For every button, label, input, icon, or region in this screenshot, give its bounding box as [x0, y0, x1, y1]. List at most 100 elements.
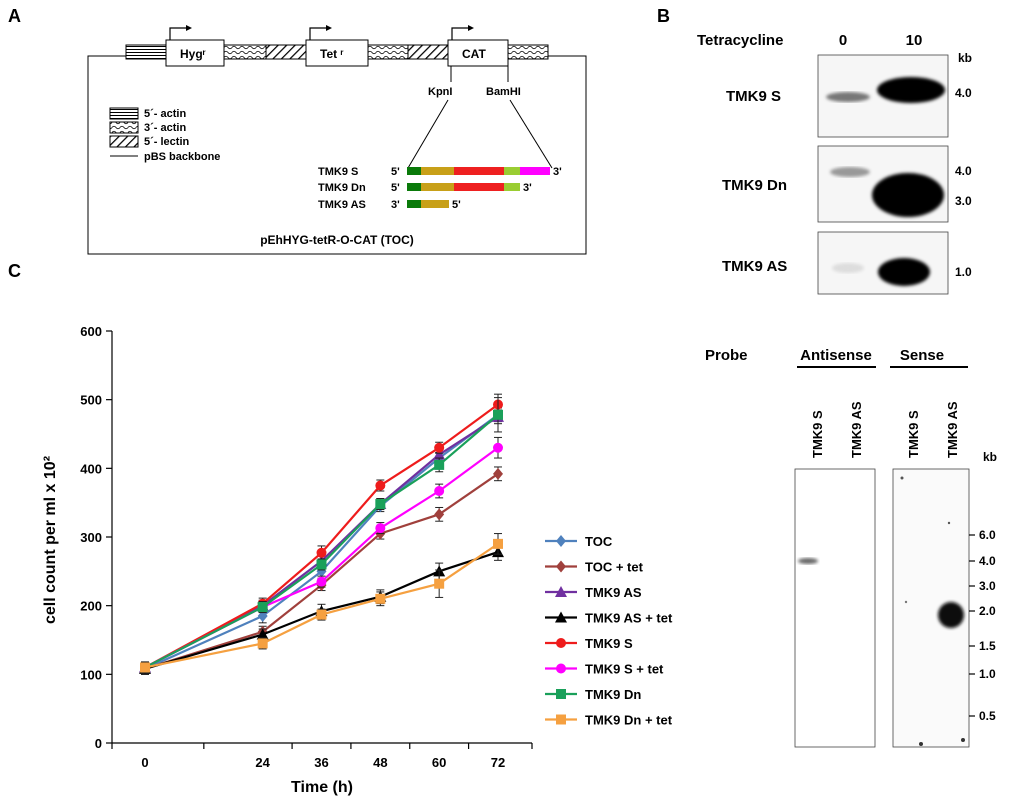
- legend-entry-1: TOC + tet: [545, 560, 644, 575]
- panel-b: B Tetracycline 0 10 kb TMK9 S 4.0 TMK9 D…: [657, 6, 972, 295]
- chart-series: [139, 393, 504, 675]
- legend-label: TMK9 Dn + tet: [585, 713, 673, 728]
- blot-band-as-0: [832, 263, 864, 273]
- data-point: [375, 480, 386, 491]
- plasmid-name: pEhHYG-tetR-O-CAT (TOC): [260, 233, 414, 247]
- segment-5-actin-1: [125, 44, 167, 60]
- legend-marker: [556, 535, 566, 547]
- series-line: [144, 542, 499, 669]
- legend-label: TOC + tet: [585, 560, 644, 575]
- legend-label: TMK9 S: [585, 636, 633, 651]
- lane-label-3: TMK9 S: [906, 410, 921, 458]
- x-tick-label: 36: [314, 755, 328, 770]
- legend-label: TMK9 Dn: [585, 687, 641, 702]
- series-line: [144, 403, 499, 669]
- legend-swatch-5-lectin: [109, 135, 139, 148]
- legend-label-backbone: pBS backbone: [144, 151, 220, 163]
- data-point: [434, 578, 445, 589]
- gene-label-cat: CAT: [462, 47, 486, 61]
- segment-3-actin-2: [367, 44, 409, 60]
- probe-band-antisense: [798, 558, 818, 564]
- construct-left-as: 3': [391, 199, 400, 211]
- promoter-arrow-hyg: [169, 27, 186, 40]
- y-axis-label-base: cell count per ml x 10²: [42, 456, 59, 624]
- legend-entry-0: TOC: [545, 534, 613, 549]
- series-6: [140, 397, 503, 674]
- construct-right-s: 3': [553, 166, 562, 178]
- legend-marker: [555, 611, 567, 623]
- legend-label-5-actin: 5´- actin: [144, 108, 186, 120]
- y-tick-label: 100: [80, 667, 102, 682]
- y-tick-label: 600: [80, 324, 102, 339]
- construct-right-dn: 3': [523, 182, 532, 194]
- size-marker-group: 6.0 4.0 3.0 2.0 1.5 1.0 0.5: [969, 528, 996, 723]
- panel-a: A Hygʳ Tet ʳ CAT KpnI BamHI: [8, 6, 587, 255]
- panel-label-c: C: [8, 261, 21, 281]
- lane-label-1: TMK9 S: [810, 410, 825, 458]
- x-tick-label: 72: [491, 755, 505, 770]
- legend-marker: [555, 586, 567, 597]
- blot-band-s-10: [877, 77, 945, 103]
- promoter-arrow-tet: [309, 27, 326, 40]
- size-marker-label: 1.5: [979, 639, 996, 653]
- construct-bar-s: [407, 167, 550, 175]
- series-line: [144, 413, 499, 670]
- panel-probe: Probe Antisense Sense TMK9 S TMK9 AS TMK…: [705, 347, 997, 748]
- size-marker-label: 3.0: [979, 579, 996, 593]
- zoom-line-right: [509, 99, 553, 169]
- blot-label-s: TMK9 S: [726, 88, 781, 105]
- data-point: [257, 602, 268, 613]
- gene-label-hyg: Hygʳ: [180, 47, 206, 61]
- data-point: [316, 547, 327, 558]
- data-point: [375, 593, 386, 604]
- chart-axes: 0 100 200 300 400 500 600 0 24 36 48 60 72: [80, 324, 533, 770]
- y-tick-label: 200: [80, 599, 102, 614]
- series-line: [144, 551, 499, 670]
- data-point: [375, 499, 386, 510]
- blot-label-as: TMK9 AS: [722, 258, 787, 275]
- construct-bar-as: [407, 200, 449, 208]
- y-tick-label: 0: [95, 736, 102, 751]
- dose-0: 0: [839, 32, 847, 49]
- legend-entry-6: TMK9 Dn: [545, 687, 641, 702]
- size-marker-label: 2.0: [979, 604, 996, 618]
- data-point: [316, 559, 327, 570]
- legend-marker: [556, 560, 566, 573]
- zoom-line-left: [407, 99, 449, 169]
- blot-size-dn-1: 3.0: [955, 194, 972, 208]
- y-axis-label: cell count per ml x 10²: [42, 456, 59, 624]
- construct-left-dn: 5': [391, 182, 400, 194]
- gene-box-tet: [305, 39, 369, 67]
- blot-band-dn-0: [830, 167, 870, 177]
- y-tick-label: 500: [80, 393, 102, 408]
- legend-entry-3: TMK9 AS + tet: [545, 611, 673, 626]
- segment-5-lectin-1: [265, 44, 307, 60]
- data-point: [434, 442, 445, 453]
- legend-label: TMK9 AS: [585, 585, 642, 600]
- segment-3-actin-3: [507, 44, 549, 60]
- tetracycline-label: Tetracycline: [697, 32, 783, 49]
- size-marker-label: 4.0: [979, 554, 996, 568]
- panel-label-a: A: [8, 6, 21, 26]
- data-point: [316, 609, 327, 620]
- segment-3-actin-1: [223, 44, 267, 60]
- data-point: [316, 576, 327, 587]
- blot-band-dn-10: [872, 173, 944, 217]
- legend-swatch-5-actin: [109, 107, 139, 120]
- data-point: [493, 467, 503, 480]
- series-4: [140, 393, 503, 674]
- data-point: [493, 409, 503, 420]
- kb-label-b: kb: [958, 51, 972, 65]
- gene-label-tet: Tet ʳ: [320, 47, 343, 61]
- group-label-antisense: Antisense: [800, 347, 872, 364]
- lane-label-4: TMK9 AS: [945, 401, 960, 458]
- blot-size-s-0: 4.0: [955, 86, 972, 100]
- legend-marker: [556, 689, 566, 699]
- construct-label-dn: TMK9 Dn: [318, 182, 366, 194]
- size-marker-label: 6.0: [979, 528, 996, 542]
- site-label-bamhi: BamHI: [486, 86, 521, 98]
- data-point: [140, 662, 150, 673]
- legend-marker: [556, 714, 566, 725]
- legend-entry-2: TMK9 AS: [545, 585, 642, 600]
- construct-right-as: 5': [452, 199, 461, 211]
